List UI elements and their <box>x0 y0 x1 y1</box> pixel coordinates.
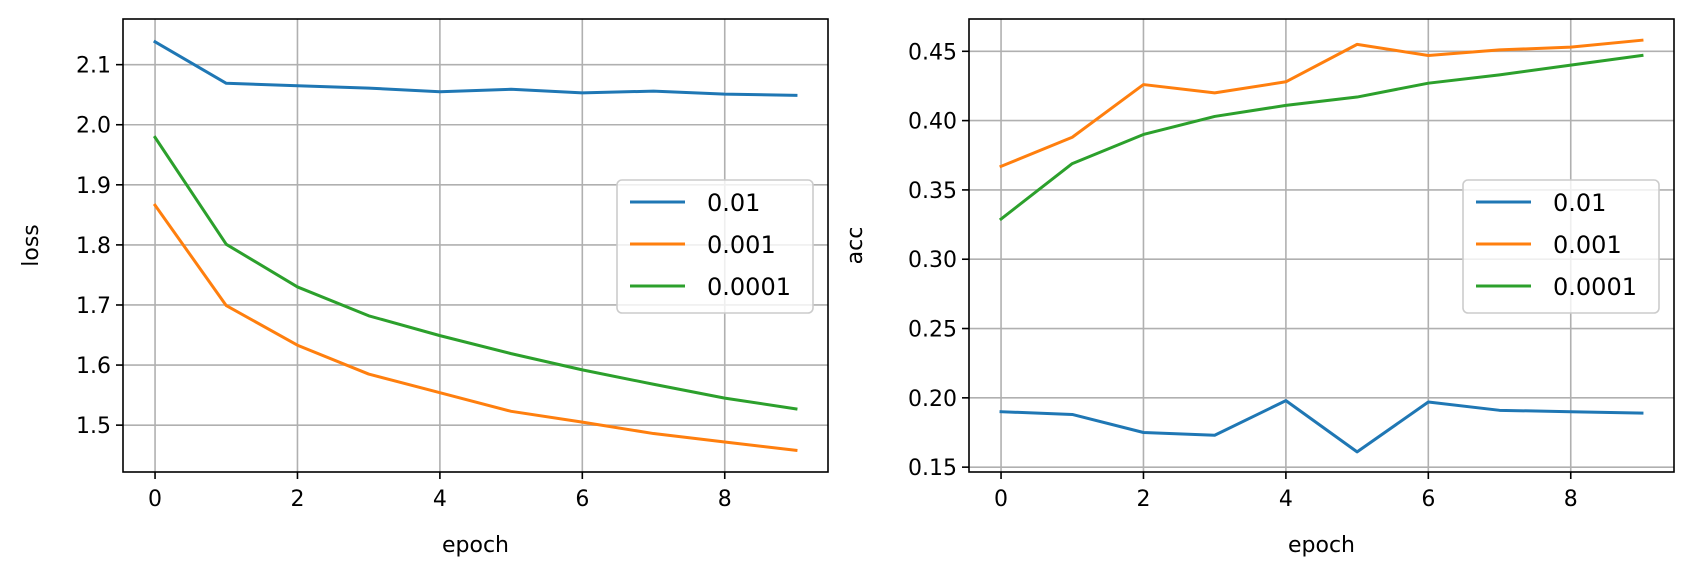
loss-chart: 0 2 4 6 81.51.61.71.81.92.02.1epochloss0.010… <box>19 18 829 558</box>
y-axis-label: acc <box>843 227 868 265</box>
y-tick-label: 0.15 <box>908 456 957 481</box>
series-line-1 <box>999 38 1644 169</box>
x-tick-label: 0 <box>148 487 162 512</box>
y-tick-label: 0.40 <box>908 110 957 135</box>
legend: 0.01 0.001 0.0001 <box>616 179 814 314</box>
x-tick-label: 4 <box>433 487 447 512</box>
x-tick-label: 2 <box>1136 487 1150 512</box>
legend-label: 0.001 <box>707 231 776 259</box>
x-tick-label: 2 <box>290 487 304 512</box>
y-tick-label: 0.25 <box>908 318 957 343</box>
y-tick-label: 0.35 <box>908 179 957 204</box>
y-tick-label: 0.20 <box>908 387 957 412</box>
accuracy-chart: 0 2 4 6 8 0.15 0.20 0.25 0.30 0.35 0.40 0.45 epoch ac… <box>843 18 1675 558</box>
y-tick-label: 1.9 <box>76 174 111 199</box>
y-tick-label: 1.8 <box>76 234 111 259</box>
y-tick-label: 2.1 <box>76 54 111 79</box>
legend-label: 0.001 <box>1553 231 1622 259</box>
y-axis-label: loss <box>19 224 44 267</box>
x-tick-label: 8 <box>718 487 732 512</box>
legend: 0.01 0.001 0.0001 <box>1462 179 1660 314</box>
y-tick-label: 1.5 <box>76 414 111 439</box>
series-line-0 <box>152 39 798 97</box>
x-tick-label: 4 <box>1279 487 1293 512</box>
series-line-0 <box>999 399 1644 454</box>
legend-label: 0.0001 <box>1553 273 1637 301</box>
legend-box <box>1462 179 1660 314</box>
y-tick-label: 2.0 <box>76 114 111 139</box>
y-tick-label: 1.6 <box>76 354 111 379</box>
legend-box <box>616 179 814 314</box>
series-line-1 <box>152 203 798 453</box>
y-tick-label: 1.7 <box>76 294 111 319</box>
x-tick-label: 6 <box>1421 487 1435 512</box>
x-tick-label: 8 <box>1564 487 1578 512</box>
y-tick-label: 0.45 <box>908 40 957 65</box>
x-axis-label: epoch <box>1288 533 1355 558</box>
legend-label: 0.01 <box>707 189 760 217</box>
x-tick-label: 0 <box>994 487 1008 512</box>
plot-frame <box>968 18 1675 473</box>
legend-label: 0.0001 <box>707 273 791 301</box>
series-line-2 <box>998 53 1644 222</box>
x-tick-label: 6 <box>575 487 589 512</box>
series-line-2 <box>152 135 798 411</box>
legend-label: 0.01 <box>1553 189 1606 217</box>
y-tick-label: 0.30 <box>908 248 957 273</box>
x-axis-label: epoch <box>442 533 509 558</box>
